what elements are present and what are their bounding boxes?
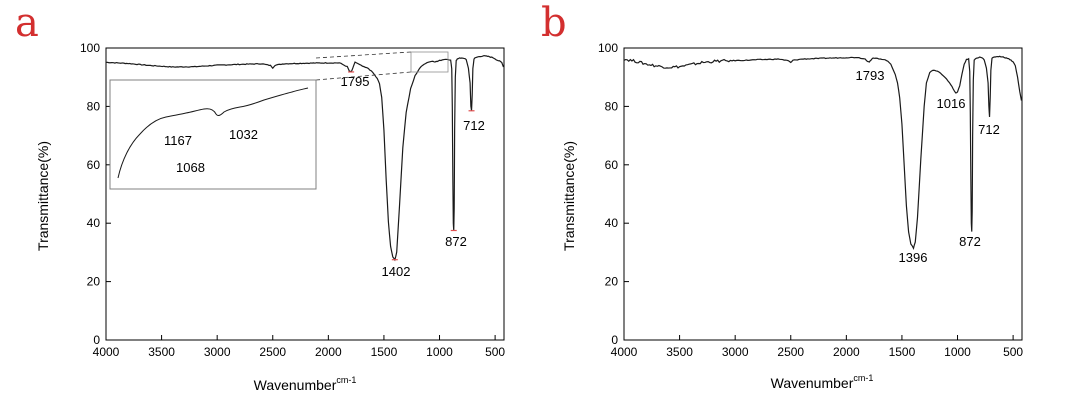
y-tick-label: 0 — [93, 333, 100, 347]
x-axis-label: Wavenumbercm-1 — [254, 375, 357, 393]
peak-label-872: 872 — [959, 234, 981, 249]
peak-label-872: 872 — [445, 234, 467, 249]
x-tick-label: 2000 — [315, 345, 342, 359]
x-tick-label: 500 — [1003, 345, 1023, 359]
peak-label-712: 712 — [463, 118, 485, 133]
x-tick-label: 1500 — [371, 345, 398, 359]
y-tick-label: 60 — [605, 158, 619, 172]
inset-curve — [117, 87, 309, 179]
x-axis-ticks: 4000 3500 3000 2500 2000 1500 1000 500 — [93, 335, 505, 359]
x-tick-label: 1500 — [889, 345, 916, 359]
x-tick-label: 3000 — [722, 345, 749, 359]
peak-label-1793: 1793 — [856, 68, 885, 83]
x-tick-label: 2500 — [259, 345, 286, 359]
x-tick-label: 2000 — [833, 345, 860, 359]
inset-label-1068: 1068 — [176, 160, 205, 175]
zoom-connector-bottom — [315, 71, 412, 81]
peak-label-1402: 1402 — [382, 264, 411, 279]
x-tick-label: 4000 — [611, 345, 638, 359]
x-tick-label: 2500 — [777, 345, 804, 359]
x-tick-label: 4000 — [93, 345, 120, 359]
y-axis-label: Transmittance(%) — [35, 141, 51, 251]
series-line-b — [623, 55, 1023, 251]
peak-label-1016: 1016 — [937, 96, 966, 111]
chart-panel-a: 4000 3500 3000 2500 2000 1500 1000 500 0 20 40 60 8… — [35, 41, 505, 393]
peak-label-1396: 1396 — [899, 250, 928, 265]
y-tick-label: 80 — [87, 99, 101, 113]
peak-labels-b: 1793 1396 1016 872 712 — [856, 68, 1000, 265]
inset-frame — [109, 79, 317, 190]
series-line-a — [105, 54, 505, 262]
peak-label-712: 712 — [978, 122, 1000, 137]
y-tick-label: 40 — [87, 216, 101, 230]
x-tick-label: 1000 — [944, 345, 971, 359]
y-tick-label: 20 — [87, 275, 101, 289]
chart-panel-b: 4000 3500 3000 2500 2000 1500 1000 500 0 20 40 60 8… — [561, 41, 1023, 391]
y-tick-label: 100 — [598, 41, 618, 55]
x-tick-label: 3000 — [204, 345, 231, 359]
y-tick-label: 20 — [605, 275, 619, 289]
peak-label-1795: 1795 — [341, 74, 370, 89]
x-axis-label: Wavenumbercm-1 — [771, 373, 874, 391]
y-axis-ticks: 0 20 40 60 80 100 — [598, 41, 629, 347]
y-tick-label: 80 — [605, 99, 619, 113]
x-tick-label: 3500 — [666, 345, 693, 359]
inset-label-1167: 1167 — [164, 133, 192, 148]
x-tick-label: 3500 — [148, 345, 175, 359]
plot-area-frame — [623, 47, 1023, 341]
panel-a-label: a — [15, 0, 39, 46]
y-tick-label: 40 — [605, 216, 619, 230]
inset-label-1032: 1032 — [229, 127, 258, 142]
zoom-source-box — [410, 51, 449, 73]
y-tick-label: 100 — [80, 41, 100, 55]
y-tick-label: 0 — [611, 333, 618, 347]
y-tick-label: 60 — [87, 158, 101, 172]
x-tick-label: 500 — [485, 345, 505, 359]
panel-b-label: b — [541, 0, 567, 46]
y-axis-label: Transmittance(%) — [561, 141, 577, 251]
x-axis-ticks: 4000 3500 3000 2500 2000 1500 1000 500 — [611, 335, 1023, 359]
y-axis-ticks: 0 20 40 60 80 100 — [80, 41, 111, 347]
zoom-inset: 1167 1032 1068 — [109, 51, 449, 190]
peak-labels-a: 1795 1402 872 712 — [341, 74, 485, 279]
x-tick-label: 1000 — [426, 345, 453, 359]
plot-area-frame — [105, 47, 505, 341]
zoom-connector-top — [315, 51, 412, 59]
peak-markers-a — [348, 71, 475, 261]
